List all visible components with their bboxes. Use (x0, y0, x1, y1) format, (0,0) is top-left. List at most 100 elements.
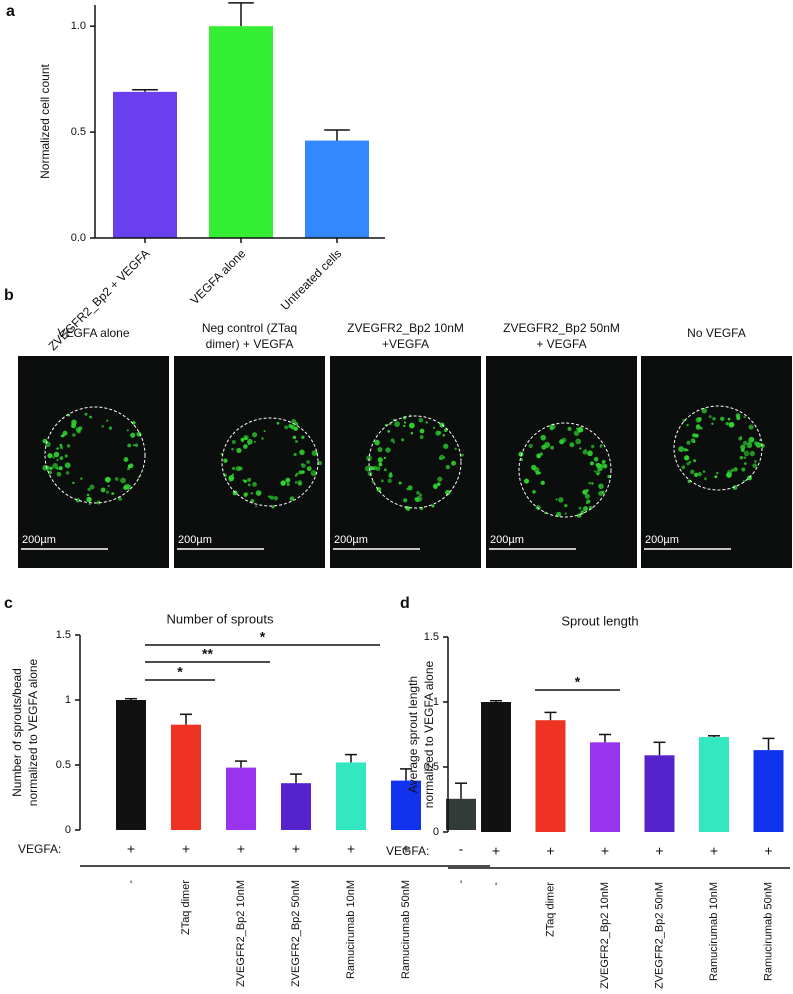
cell (296, 472, 299, 476)
cell (579, 447, 582, 450)
cell (383, 468, 387, 472)
cell (111, 492, 115, 496)
cell (593, 456, 599, 462)
bar (391, 780, 421, 830)
cell (591, 482, 594, 485)
micrograph (641, 356, 792, 568)
row-mark: + (764, 843, 772, 859)
cell (271, 505, 275, 509)
cell (231, 466, 236, 471)
cell (567, 426, 572, 431)
cell (754, 441, 758, 446)
cell (243, 434, 249, 441)
cell (720, 416, 725, 422)
cell (523, 478, 530, 484)
cell (235, 465, 241, 472)
x-tick-label: Ramucirumab 50nM (762, 882, 774, 981)
panel-label: c (4, 595, 13, 612)
cell (47, 453, 53, 459)
cell (306, 466, 312, 472)
cell (253, 440, 257, 443)
image-title: dimer) + VEGFA (206, 337, 294, 351)
row-mark: + (492, 843, 500, 859)
bar (209, 26, 273, 238)
scale-label: 200µm (334, 534, 368, 546)
cell (681, 465, 686, 470)
cell (697, 416, 702, 422)
cell (403, 498, 408, 503)
y-tick-label: 0.5 (424, 761, 439, 773)
cell (231, 473, 234, 476)
cell (263, 430, 266, 433)
y-tick-label: 0.5 (71, 126, 86, 138)
cell (96, 500, 101, 505)
cell (394, 421, 400, 427)
cell (378, 462, 383, 467)
cell (451, 460, 457, 466)
cell (373, 465, 378, 470)
cell (584, 493, 590, 499)
cell (601, 490, 605, 495)
cell (403, 424, 406, 428)
row-mark: + (546, 843, 554, 859)
cell (556, 511, 562, 517)
cell (383, 456, 387, 460)
cell (431, 504, 435, 508)
cell (64, 462, 71, 469)
cell (577, 426, 584, 433)
cell (42, 438, 48, 444)
cell (528, 443, 533, 449)
cell (444, 428, 448, 432)
cell (419, 435, 424, 439)
cell (65, 471, 70, 475)
cell (407, 485, 413, 491)
cell (731, 468, 735, 472)
cell (711, 422, 714, 425)
cell (736, 416, 741, 421)
cell (714, 475, 718, 479)
cell (123, 485, 128, 490)
row-mark: - (459, 841, 464, 857)
y-axis-label: Number of sprouts/bead (10, 668, 24, 797)
cell (437, 476, 443, 482)
cell (294, 439, 298, 443)
cell (250, 492, 253, 495)
cell (306, 460, 311, 464)
cell (250, 499, 255, 503)
x-tick-label: ZTaq dimer (180, 880, 192, 935)
bar (753, 750, 784, 832)
x-tick-label: ZVEGFR2_Bp2 50nM (653, 882, 665, 989)
cell (255, 490, 262, 496)
cell (127, 443, 132, 448)
cell (252, 432, 258, 438)
cell (104, 476, 111, 483)
cell (58, 466, 63, 471)
cell (132, 421, 136, 425)
bar (281, 783, 311, 830)
cell (247, 483, 251, 487)
bar (590, 742, 620, 832)
cell (703, 477, 707, 481)
cell (454, 447, 457, 451)
cell (243, 479, 247, 483)
cell (760, 443, 765, 448)
cell (686, 461, 690, 466)
cell (712, 417, 716, 421)
cell (588, 506, 593, 510)
image-title: + VEGFA (536, 337, 586, 351)
row-mark: + (655, 843, 663, 859)
cell (410, 431, 414, 435)
cell (72, 433, 76, 437)
row-mark: + (292, 841, 300, 857)
micrograph (174, 356, 325, 568)
cell (708, 415, 712, 419)
cell (416, 495, 423, 502)
cell (746, 442, 753, 449)
cell (285, 477, 291, 483)
cell (596, 472, 600, 476)
cell (460, 453, 464, 457)
bead-outline (221, 417, 319, 507)
cell (390, 438, 395, 443)
cell (126, 429, 129, 432)
